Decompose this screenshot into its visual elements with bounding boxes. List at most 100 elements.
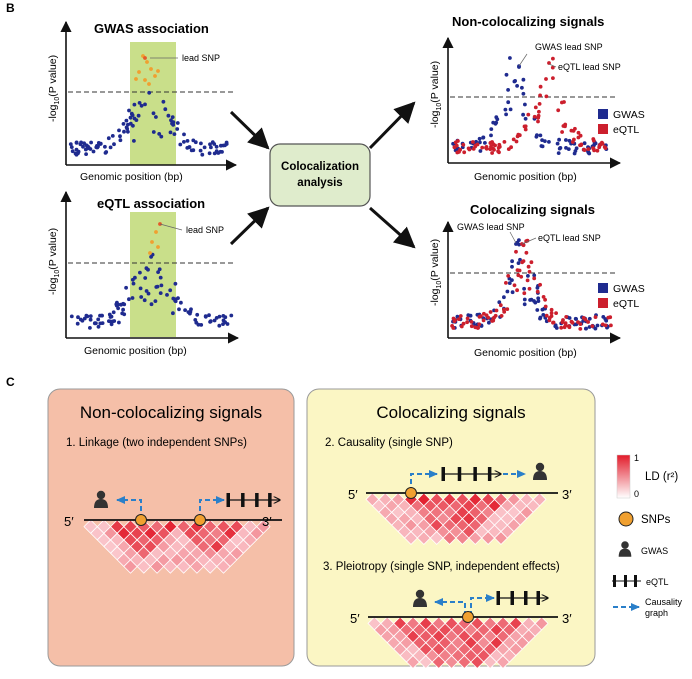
causality-label: 2. Causality (single SNP) <box>325 437 453 449</box>
eqtl-snp-point <box>177 307 181 312</box>
eqtl-snp-point <box>203 314 208 319</box>
gwas-snp-point <box>202 145 207 150</box>
eqtl-snp-point <box>490 319 495 323</box>
gwas-snp-point <box>175 121 180 125</box>
highlight-band <box>130 212 176 337</box>
eqtl-snp-point <box>78 317 83 322</box>
eqtl-snp-point <box>92 321 97 326</box>
eqtl-lead-leader <box>521 237 537 245</box>
eqtl-snp-point <box>76 315 80 320</box>
five-prime: 5′ <box>348 487 358 502</box>
panel-c-letter: C <box>6 375 15 389</box>
eqtl-snp-point <box>217 323 222 328</box>
eqtl-snp-point <box>96 324 101 329</box>
eqtl-snp-point <box>117 320 121 325</box>
gwas-snp-point <box>154 115 158 119</box>
eqtl-snp-point <box>496 145 501 150</box>
gwas-snp-point <box>198 148 203 153</box>
eqtl-snp-point <box>506 274 511 278</box>
eqtl-snp-point <box>484 313 489 318</box>
gwas-snp-point <box>118 138 123 143</box>
causality-arrows <box>94 490 280 526</box>
eqtl-snp-point <box>131 281 136 286</box>
ld-triangle <box>365 492 547 545</box>
gwas-snp-point <box>504 112 508 117</box>
eqtl-snp-point <box>554 311 558 315</box>
ld-triangle <box>367 616 549 669</box>
eqtl-snp-point <box>130 277 135 282</box>
eqtl-snp-point <box>560 100 564 105</box>
linkage-label: 1. Linkage (two independent SNPs) <box>66 437 247 449</box>
eqtl-snp-point <box>139 295 144 299</box>
lead-snp-label: lead SNP <box>186 225 224 235</box>
gwas-snp-point <box>170 121 174 126</box>
eqtl-snp-point <box>179 300 183 305</box>
eqtl-snp-point <box>582 148 587 153</box>
gene-exon <box>226 493 230 507</box>
eqtl-snp-point <box>543 304 548 309</box>
gwas-snp-point <box>112 142 116 147</box>
gwas-snp-point <box>522 297 527 302</box>
causality-label-1: Causality <box>645 597 683 607</box>
eqtl-snp-point <box>469 324 474 329</box>
eqtl-snp-point <box>600 141 605 146</box>
ld-colorbar <box>616 454 631 499</box>
eqtl-snp-point <box>489 144 493 149</box>
gwas-snp-point <box>587 316 592 321</box>
gwas-snp-point <box>110 134 115 138</box>
gwas-snp-point <box>168 130 173 135</box>
eqtl-snp-point <box>586 320 590 324</box>
eqtl-snp-point <box>523 124 528 129</box>
eqtl-snp-point <box>461 321 466 326</box>
eqtl-snp-point <box>111 310 116 315</box>
eqtl-snp-point <box>537 109 541 114</box>
gwas-snp-point <box>125 126 130 131</box>
eqtl-snp-point <box>165 293 169 297</box>
five-prime: 5′ <box>350 611 360 626</box>
eqtl-snp-point <box>456 317 461 321</box>
person-body <box>618 548 632 557</box>
colocalizing-header: Colocalizing signals <box>376 403 525 422</box>
eqtl-snp-point <box>544 313 549 318</box>
eqtl-lead-snp-label: eQTL lead SNP <box>558 62 621 72</box>
gwas-snp-point <box>538 133 543 138</box>
eqtl-snp-point <box>591 138 596 143</box>
eqtl-snp-point <box>159 283 164 288</box>
gwas-snp-point <box>170 115 175 119</box>
eqtl-snp-point <box>453 140 458 145</box>
eqtl-snp-point <box>535 289 540 294</box>
x-axis-label: Genomic position (bp) <box>80 171 183 183</box>
three-prime: 3′ <box>262 514 272 529</box>
eqtl-snp-point <box>469 320 474 324</box>
eqtl-snp-point <box>100 321 105 325</box>
eqtl-snp-point <box>473 143 478 148</box>
eqtl-snp-point <box>88 326 92 330</box>
eqtl-snp-point <box>173 281 178 286</box>
noncolocalizing-plot: Non-colocalizing signals GWAS lead SNP e… <box>429 14 645 183</box>
gwas-snp-point <box>189 148 194 153</box>
eqtl-snp-point <box>109 322 114 327</box>
snp-icon <box>618 511 634 527</box>
eqtl-snp-point <box>595 148 600 153</box>
y-axis-label: -log10(P value) <box>47 228 61 295</box>
legend-gwas-label: GWAS <box>613 283 645 295</box>
gwas-snp-point <box>187 145 192 149</box>
gwas-snp-point <box>555 141 560 146</box>
gwas-snp-point <box>478 149 483 153</box>
eqtl-snp-point <box>559 325 564 330</box>
eqtl-snp-point <box>480 145 485 150</box>
gwas-snp-point <box>219 143 223 148</box>
gwas-snp-point <box>520 85 524 90</box>
gwas-snp-point <box>178 142 183 147</box>
gwas-snp-point <box>582 141 587 146</box>
gwas-snp-point <box>539 144 544 148</box>
gwas-snp-point <box>543 139 547 144</box>
panel-c-legend: 1 0 LD (r²) SNPs GWAS eQTL Causality gra… <box>612 453 683 618</box>
gwas-snp-point <box>95 144 99 148</box>
legend-eqtl-label: eQTL <box>613 124 639 136</box>
eqtl-snp-point <box>525 278 530 283</box>
ld-triangle <box>83 519 271 574</box>
ld-label: LD (r²) <box>645 471 678 483</box>
gwas-lead-snp-label: GWAS lead SNP <box>457 222 525 232</box>
